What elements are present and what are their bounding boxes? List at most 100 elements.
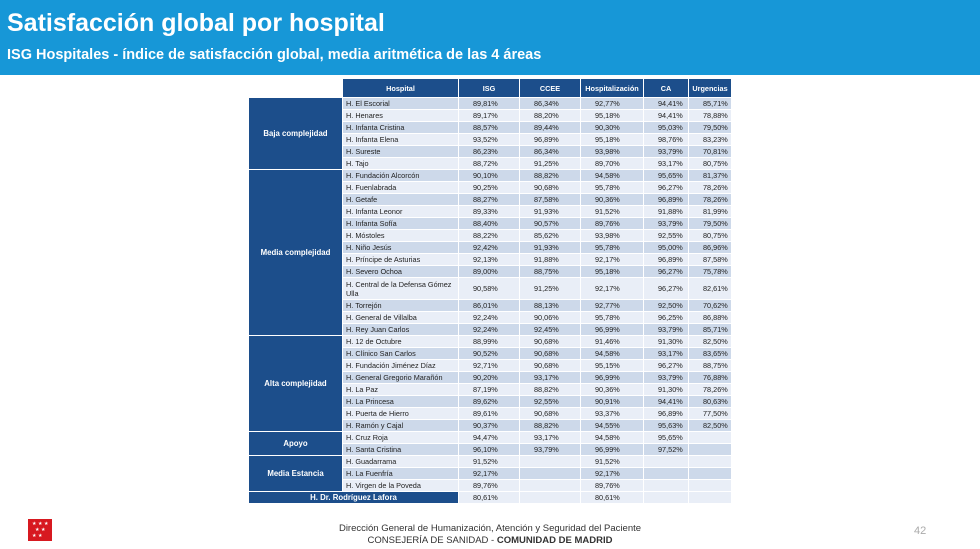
value-cell: 95,18% <box>580 133 644 146</box>
value-cell: 79,50% <box>688 121 732 134</box>
hospital-name-cell: H. La Paz <box>342 383 459 396</box>
value-cell: 80,75% <box>688 229 732 242</box>
table-row: H. Dr. Rodríguez Lafora 80,61% 80,61% <box>248 491 732 504</box>
value-cell: 85,62% <box>519 229 581 242</box>
value-cell: 85,71% <box>688 323 732 336</box>
value-cell <box>519 491 581 504</box>
column-header: Urgencias <box>688 78 732 98</box>
value-cell: 91,88% <box>643 205 689 218</box>
value-cell: 90,25% <box>458 181 520 194</box>
hospital-name-cell: H. El Escorial <box>342 97 459 110</box>
value-cell: 92,71% <box>458 359 520 372</box>
value-cell: 82,61% <box>688 277 732 300</box>
value-cell: 93,17% <box>643 157 689 170</box>
value-cell: 93,17% <box>519 371 581 384</box>
value-cell: 86,01% <box>458 299 520 312</box>
value-cell: 96,27% <box>643 265 689 278</box>
value-cell: 90,20% <box>458 371 520 384</box>
hospital-name-cell: H. Severo Ochoa <box>342 265 459 278</box>
value-cell: 88,27% <box>458 193 520 206</box>
title-banner: Satisfacción global por hospital ISG Hos… <box>0 0 980 75</box>
value-cell: 95,18% <box>580 109 644 122</box>
footer-department: Dirección General de Humanización, Atenc… <box>338 523 642 534</box>
value-cell <box>688 455 732 468</box>
table-row: H. La Fuenfría 92,17% 92,17% <box>249 467 732 480</box>
value-cell: 86,96% <box>688 241 732 254</box>
value-cell: 93,79% <box>643 371 689 384</box>
value-cell: 77,50% <box>688 407 732 420</box>
hospital-name-cell: H. Infanta Sofía <box>342 217 459 230</box>
lafora-label: H. Dr. Rodríguez Lafora <box>248 491 459 504</box>
value-cell: 95,63% <box>643 419 689 432</box>
value-cell: 83,23% <box>688 133 732 146</box>
table-row: Apoyo H. Cruz Roja 94,47% 93,17% 94,58% 95,65… <box>248 431 732 456</box>
value-cell: 88,72% <box>458 157 520 170</box>
value-cell: 91,52% <box>580 205 644 218</box>
complexity-group-label: Baja complejidad <box>248 97 343 170</box>
hospital-name-cell: H. Infanta Leonor <box>342 205 459 218</box>
value-cell <box>519 467 581 480</box>
complexity-group-label: Media Estancia <box>248 455 343 492</box>
value-cell: 88,22% <box>458 229 520 242</box>
value-cell: 78,88% <box>688 109 732 122</box>
value-cell: 92,77% <box>580 299 644 312</box>
value-cell: 95,03% <box>643 121 689 134</box>
hospital-name-cell: H. La Princesa <box>342 395 459 408</box>
table-row: H. Ramón y Cajal 90,37% 88,82% 94,55% 95,63%… <box>249 419 732 432</box>
value-cell: 92,77% <box>580 97 644 110</box>
value-cell: 96,27% <box>643 181 689 194</box>
table-row: H. Central de la Defensa Gómez Ulla 90,58… <box>249 277 732 300</box>
value-cell: 96,10% <box>458 443 520 456</box>
hospital-name-cell: H. Virgen de la Poveda <box>342 479 459 492</box>
value-cell: 88,82% <box>519 169 581 182</box>
value-cell: 96,27% <box>643 359 689 372</box>
value-cell: 88,82% <box>519 419 581 432</box>
hospital-name-cell: H. Clínico San Carlos <box>342 347 459 360</box>
value-cell: 82,50% <box>688 335 732 348</box>
value-cell: 90,57% <box>519 217 581 230</box>
value-cell: 93,98% <box>580 229 644 242</box>
value-cell: 89,76% <box>580 217 644 230</box>
page-title: Satisfacción global por hospital <box>7 9 385 37</box>
value-cell: 92,24% <box>458 323 520 336</box>
hospital-name-cell: H. Puerta de Hierro <box>342 407 459 420</box>
value-cell: 96,89% <box>643 253 689 266</box>
value-cell: 92,50% <box>643 299 689 312</box>
value-cell: 96,99% <box>580 371 644 384</box>
table-row: H. Severo Ochoa 89,00% 88,75% 95,18% 96,27% 7… <box>249 265 732 278</box>
value-cell: 92,17% <box>580 277 644 300</box>
value-cell <box>688 443 732 456</box>
comunidad-madrid-logo: ★ ★ ★ ★ ★ ★ ★ <box>28 519 52 541</box>
value-cell: 90,37% <box>458 419 520 432</box>
value-cell: 90,36% <box>580 383 644 396</box>
value-cell: 96,99% <box>580 323 644 336</box>
value-cell: 80,61% <box>458 491 520 504</box>
value-cell: 78,26% <box>688 383 732 396</box>
column-header: CA <box>643 78 689 98</box>
value-cell: 80,75% <box>688 157 732 170</box>
value-cell: 90,68% <box>519 181 581 194</box>
column-header: Hospital <box>342 78 459 98</box>
value-cell: 94,47% <box>458 431 520 444</box>
table-body: Baja complejidad H. El Escorial 89,81% 86,3… <box>248 97 732 504</box>
hospital-name-cell: H. Ramón y Cajal <box>342 419 459 432</box>
value-cell: 88,82% <box>519 383 581 396</box>
footer-ministry-normal: CONSEJERÍA DE SANIDAD - <box>367 535 497 546</box>
hospital-name-cell: H. 12 de Octubre <box>342 335 459 348</box>
value-cell: 91,93% <box>519 205 581 218</box>
page-subtitle: ISG Hospitales - índice de satisfacción … <box>7 47 542 63</box>
table-row: H. Tajo 88,72% 91,25% 89,70% 93,17% 80,75% <box>249 157 732 170</box>
value-cell: 92,17% <box>458 467 520 480</box>
value-cell: 89,76% <box>580 479 644 492</box>
value-cell: 91,30% <box>643 335 689 348</box>
value-cell: 89,76% <box>458 479 520 492</box>
hospital-name-cell: H. Infanta Cristina <box>342 121 459 134</box>
value-cell: 90,10% <box>458 169 520 182</box>
value-cell: 90,58% <box>458 277 520 300</box>
value-cell: 75,78% <box>688 265 732 278</box>
value-cell: 91,25% <box>519 277 581 300</box>
hospital-name-cell: H. Niño Jesús <box>342 241 459 254</box>
value-cell: 88,13% <box>519 299 581 312</box>
value-cell: 92,17% <box>580 253 644 266</box>
value-cell: 95,15% <box>580 359 644 372</box>
